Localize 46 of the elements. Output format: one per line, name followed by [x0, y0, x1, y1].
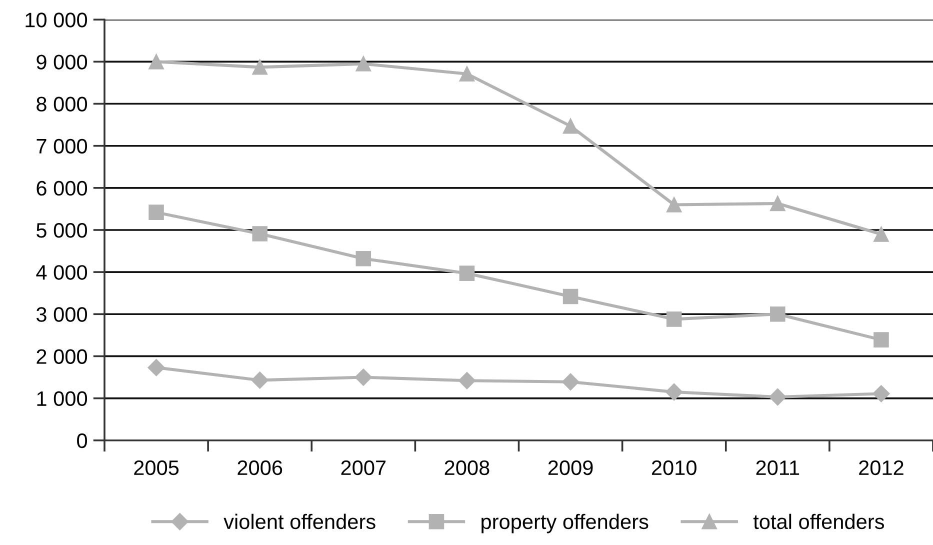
point [666, 312, 682, 327]
point [666, 197, 682, 212]
point [148, 54, 164, 70]
x-tick-label: 2011 [756, 460, 800, 476]
point [770, 306, 786, 322]
legend-label: total offenders [753, 514, 884, 530]
point [458, 372, 476, 390]
x-tick-label: 2010 [652, 460, 696, 476]
x-tick-label: 2006 [238, 460, 282, 476]
point [148, 204, 164, 220]
point [874, 332, 889, 348]
point [459, 66, 475, 82]
point [562, 373, 580, 390]
y-tick-label: 6 000 [36, 180, 88, 196]
point [356, 56, 372, 72]
point [356, 250, 372, 266]
y-tick-label: 2 000 [36, 349, 88, 364]
y-tick-label: 5 000 [36, 222, 88, 238]
y-tick-label: 3 000 [36, 307, 88, 322]
point [562, 118, 578, 134]
point [874, 226, 889, 242]
legend-label: violent offenders [224, 514, 376, 530]
y-tick-label: 7 000 [36, 138, 88, 154]
y-tick-label: 0 [77, 433, 88, 448]
x-tick-label: 2009 [548, 460, 593, 476]
x-tick-label: 2005 [134, 460, 179, 476]
y-tick-label: 4 000 [36, 265, 88, 280]
y-tick-label: 8 000 [36, 96, 88, 112]
point [252, 60, 268, 75]
point [666, 383, 683, 401]
legend-label: property offenders [482, 514, 648, 534]
x-tick-label: 2008 [444, 460, 490, 476]
point [252, 226, 268, 242]
point [872, 385, 890, 402]
y-tick-label: 1 000 [37, 391, 88, 406]
point [770, 196, 786, 212]
point [251, 372, 268, 389]
point [562, 288, 578, 304]
point [769, 388, 786, 406]
point [148, 359, 165, 376]
y-tick-label: 10 000 [26, 12, 88, 28]
x-tick-label: 2007 [341, 460, 386, 476]
x-tick-label: 2012 [859, 460, 904, 476]
point [354, 368, 372, 386]
y-tick-label: 9 000 [36, 54, 88, 70]
point [459, 266, 475, 281]
